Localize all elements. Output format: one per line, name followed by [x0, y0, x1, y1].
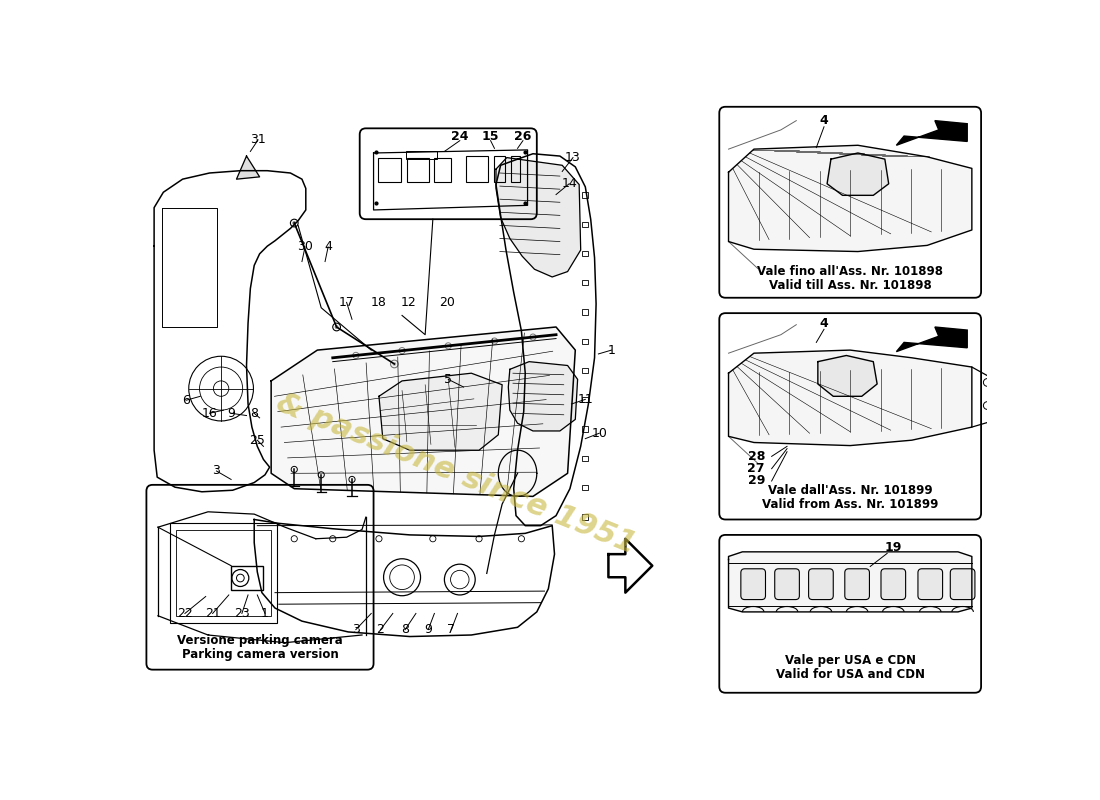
Text: 8: 8: [250, 406, 258, 420]
Bar: [582, 250, 587, 256]
Polygon shape: [236, 156, 260, 179]
FancyBboxPatch shape: [950, 569, 975, 599]
Text: Vale per USA e CDN: Vale per USA e CDN: [784, 654, 915, 667]
Text: 24: 24: [451, 130, 469, 142]
FancyBboxPatch shape: [917, 569, 943, 599]
Text: 5: 5: [444, 373, 452, 386]
Bar: [582, 310, 587, 314]
Text: 13: 13: [565, 151, 581, 164]
Text: Parking camera version: Parking camera version: [182, 648, 339, 661]
Text: 4: 4: [324, 241, 332, 254]
Bar: [582, 455, 587, 461]
Text: & passione since 1951: & passione since 1951: [272, 388, 640, 559]
Polygon shape: [508, 362, 578, 431]
Polygon shape: [728, 552, 972, 612]
Polygon shape: [728, 146, 972, 251]
Text: Vale dall'Ass. Nr. 101899: Vale dall'Ass. Nr. 101899: [768, 484, 933, 497]
Text: Valid from Ass. Nr. 101899: Valid from Ass. Nr. 101899: [762, 498, 938, 510]
Polygon shape: [818, 355, 877, 396]
Text: 3: 3: [352, 623, 360, 636]
Text: 4: 4: [820, 114, 828, 127]
Polygon shape: [378, 373, 502, 450]
Text: 6: 6: [183, 394, 190, 406]
FancyBboxPatch shape: [808, 569, 834, 599]
Bar: [582, 368, 587, 373]
Text: 21: 21: [205, 607, 220, 620]
Text: 27: 27: [748, 462, 764, 475]
Text: 4: 4: [820, 318, 828, 330]
Bar: [466, 156, 487, 182]
Text: 22: 22: [177, 607, 192, 620]
Circle shape: [334, 325, 339, 329]
Text: 20: 20: [439, 296, 454, 309]
Text: 17: 17: [339, 296, 354, 309]
Text: 1: 1: [607, 344, 615, 357]
Circle shape: [293, 221, 296, 225]
Bar: [582, 280, 587, 286]
Polygon shape: [496, 158, 581, 277]
Text: 7: 7: [448, 623, 455, 636]
Text: 9: 9: [425, 623, 432, 636]
Bar: [582, 485, 587, 490]
Text: 29: 29: [748, 474, 764, 487]
Text: 12: 12: [400, 296, 416, 309]
Polygon shape: [827, 153, 889, 195]
Bar: [176, 530, 272, 616]
Bar: [494, 156, 505, 182]
Text: 11: 11: [578, 393, 593, 406]
Bar: [378, 158, 402, 182]
Polygon shape: [728, 350, 972, 446]
Text: 28: 28: [748, 450, 764, 463]
Text: 30: 30: [297, 241, 313, 254]
Text: Vale fino all'Ass. Nr. 101898: Vale fino all'Ass. Nr. 101898: [757, 265, 943, 278]
Bar: [582, 338, 587, 344]
Polygon shape: [896, 121, 967, 146]
Text: 31: 31: [250, 134, 266, 146]
Text: Valid for USA and CDN: Valid for USA and CDN: [776, 668, 925, 681]
Circle shape: [393, 362, 396, 366]
Text: 10: 10: [591, 426, 607, 440]
Text: 3: 3: [212, 465, 220, 478]
FancyBboxPatch shape: [774, 569, 800, 599]
Text: 2: 2: [376, 623, 384, 636]
Bar: [407, 158, 429, 182]
FancyBboxPatch shape: [845, 569, 869, 599]
Bar: [582, 397, 587, 402]
Text: 8: 8: [402, 623, 409, 636]
Bar: [582, 222, 587, 227]
Bar: [582, 514, 587, 519]
Bar: [434, 158, 451, 182]
Text: 26: 26: [515, 130, 531, 142]
Bar: [510, 156, 520, 182]
Polygon shape: [271, 327, 575, 496]
Polygon shape: [896, 327, 967, 352]
Text: 14: 14: [561, 178, 578, 190]
FancyBboxPatch shape: [881, 569, 905, 599]
Bar: [582, 426, 587, 432]
Text: Versione parking camera: Versione parking camera: [177, 634, 343, 647]
FancyBboxPatch shape: [741, 569, 766, 599]
Text: 23: 23: [234, 607, 250, 620]
Text: Valid till Ass. Nr. 101898: Valid till Ass. Nr. 101898: [769, 279, 932, 292]
Bar: [231, 566, 264, 590]
Text: 9: 9: [228, 406, 235, 420]
Text: 19: 19: [884, 541, 902, 554]
Bar: [582, 192, 587, 198]
Text: 16: 16: [201, 406, 218, 420]
Text: 25: 25: [250, 434, 265, 446]
Text: 1: 1: [261, 607, 268, 620]
Text: 15: 15: [482, 130, 499, 142]
Bar: [169, 523, 277, 623]
Bar: [406, 151, 437, 159]
Text: 18: 18: [371, 296, 387, 309]
